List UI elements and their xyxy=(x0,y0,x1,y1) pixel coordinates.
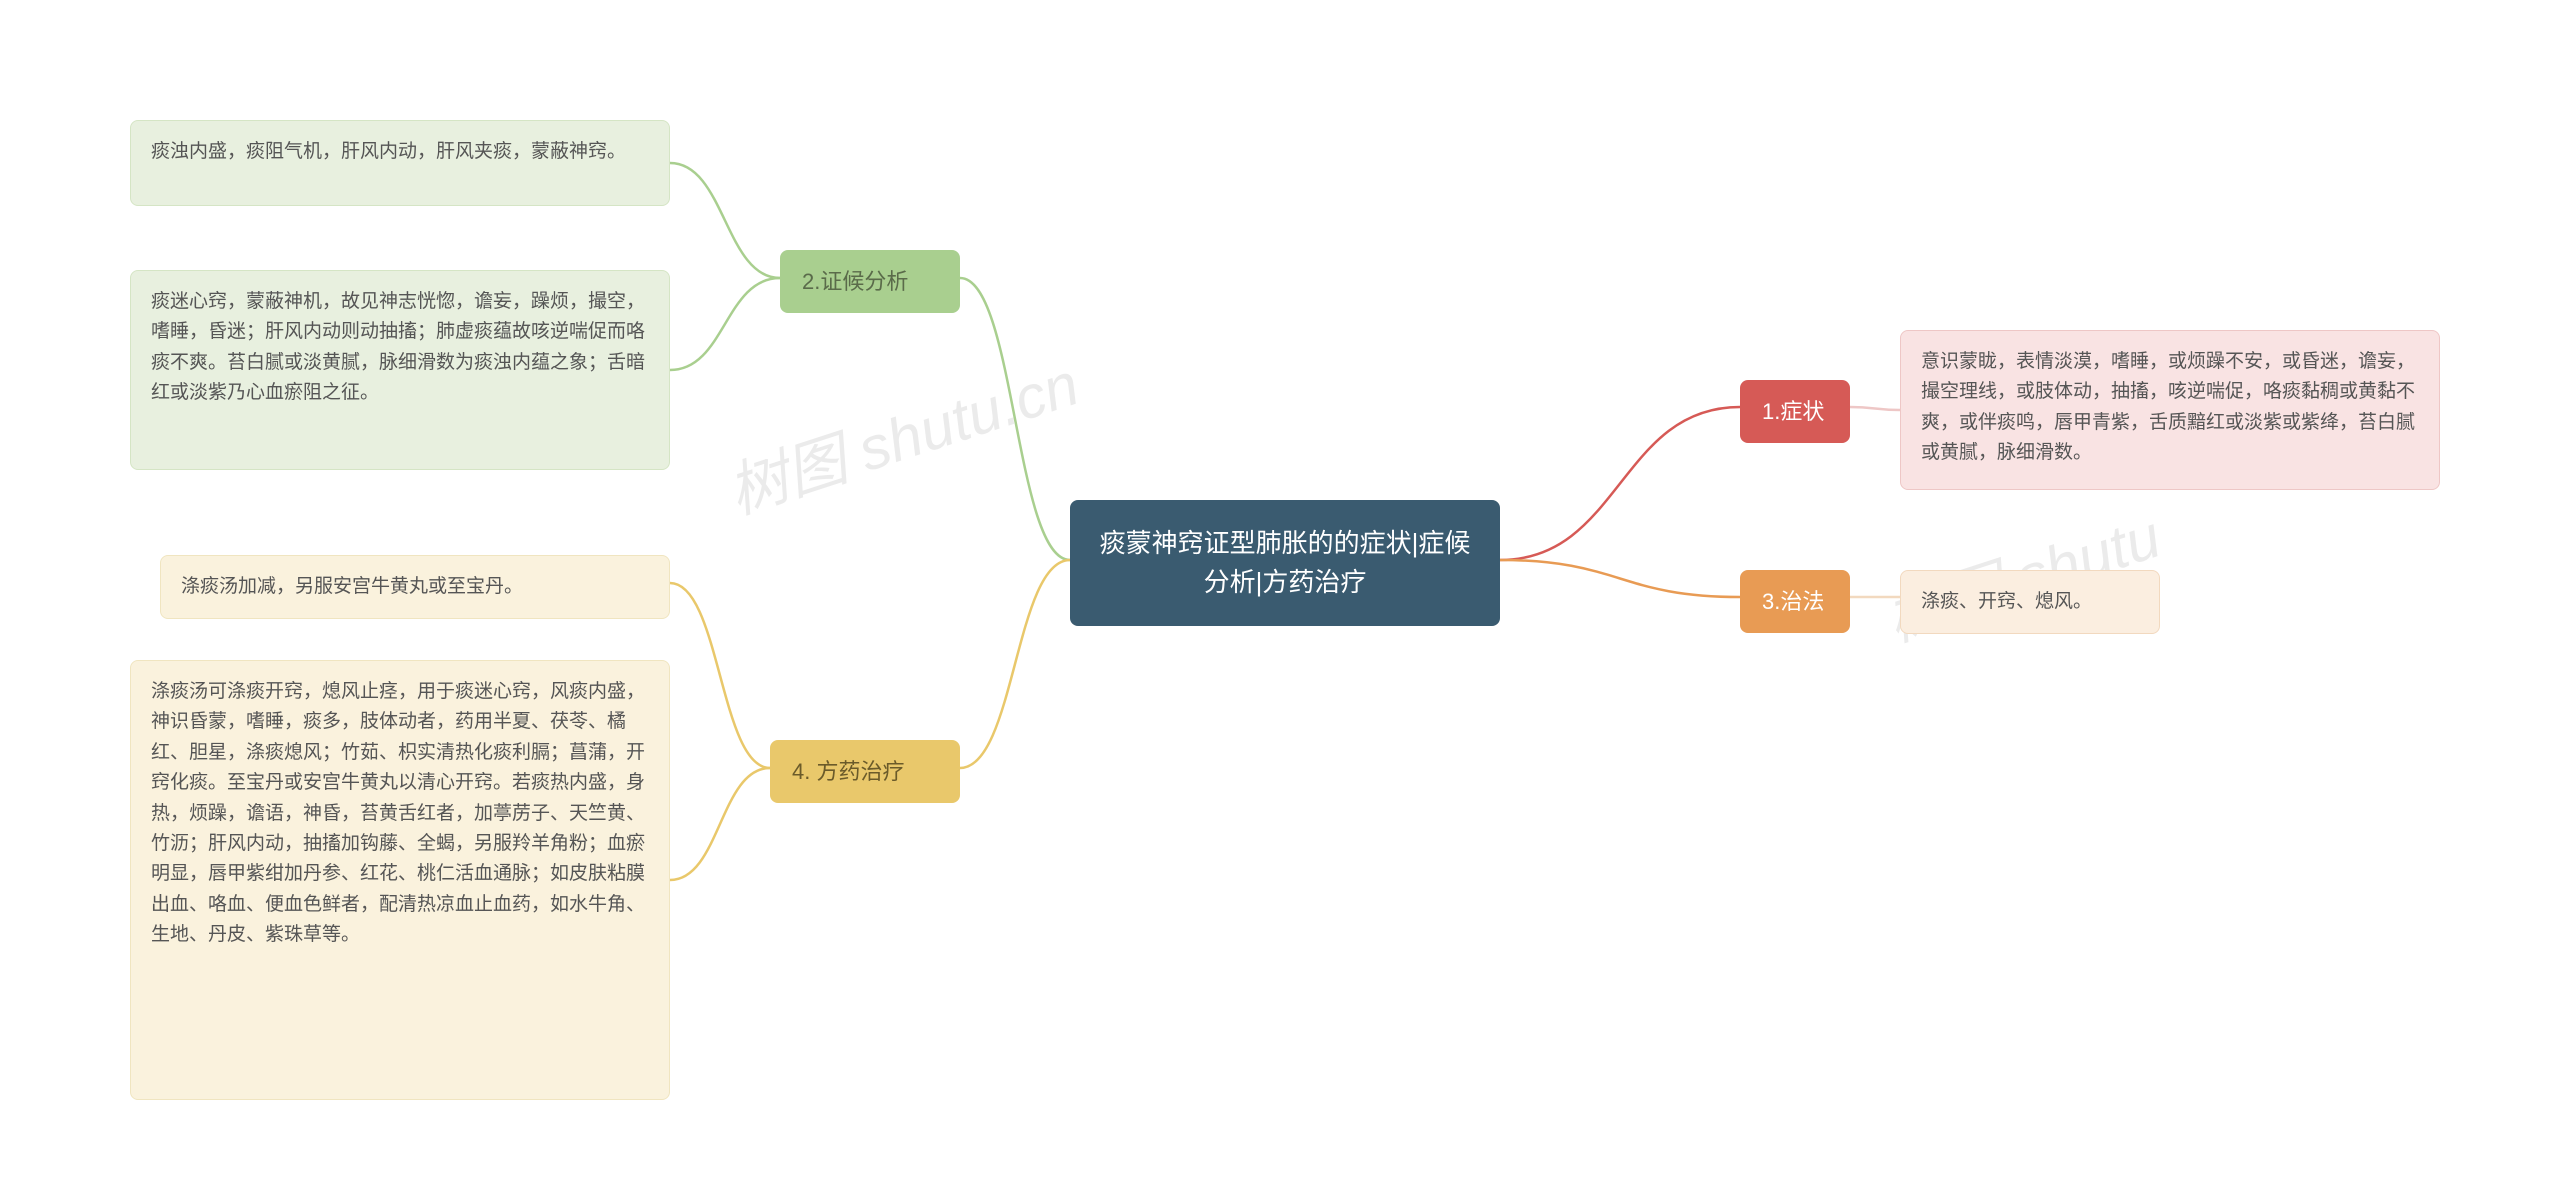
root-node: 痰蒙神窍证型肺胀的的症状|症候分析|方药治疗 xyxy=(1070,500,1500,626)
connector xyxy=(1500,560,1740,597)
leaf-node: 痰迷心窍，蒙蔽神机，故见神志恍惚，谵妄，躁烦，撮空，嗜睡，昏迷；肝风内动则动抽搐… xyxy=(130,270,670,470)
connector xyxy=(1500,407,1740,560)
connector xyxy=(670,278,780,370)
leaf-node: 痰浊内盛，痰阻气机，肝风内动，肝风夹痰，蒙蔽神窍。 xyxy=(130,120,670,206)
branch-node: 2.证候分析 xyxy=(780,250,960,313)
branch-node: 1.症状 xyxy=(1740,380,1850,443)
connector xyxy=(1850,407,1900,410)
connector xyxy=(960,278,1070,560)
connector xyxy=(670,163,780,278)
branch-node: 3.治法 xyxy=(1740,570,1850,633)
leaf-node: 意识蒙眬，表情淡漠，嗜睡，或烦躁不安，或昏迷，谵妄，撮空理线，或肢体动，抽搐，咳… xyxy=(1900,330,2440,490)
leaf-node: 涤痰汤加减，另服安宫牛黄丸或至宝丹。 xyxy=(160,555,670,619)
watermark: 树图 shutu.cn xyxy=(715,336,1088,531)
leaf-node: 涤痰、开窍、熄风。 xyxy=(1900,570,2160,634)
branch-node: 4. 方药治疗 xyxy=(770,740,960,803)
connector xyxy=(960,560,1070,768)
connector xyxy=(670,768,770,880)
leaf-node: 涤痰汤可涤痰开窍，熄风止痉，用于痰迷心窍，风痰内盛，神识昏蒙，嗜睡，痰多，肢体动… xyxy=(130,660,670,1100)
connector xyxy=(670,583,770,768)
